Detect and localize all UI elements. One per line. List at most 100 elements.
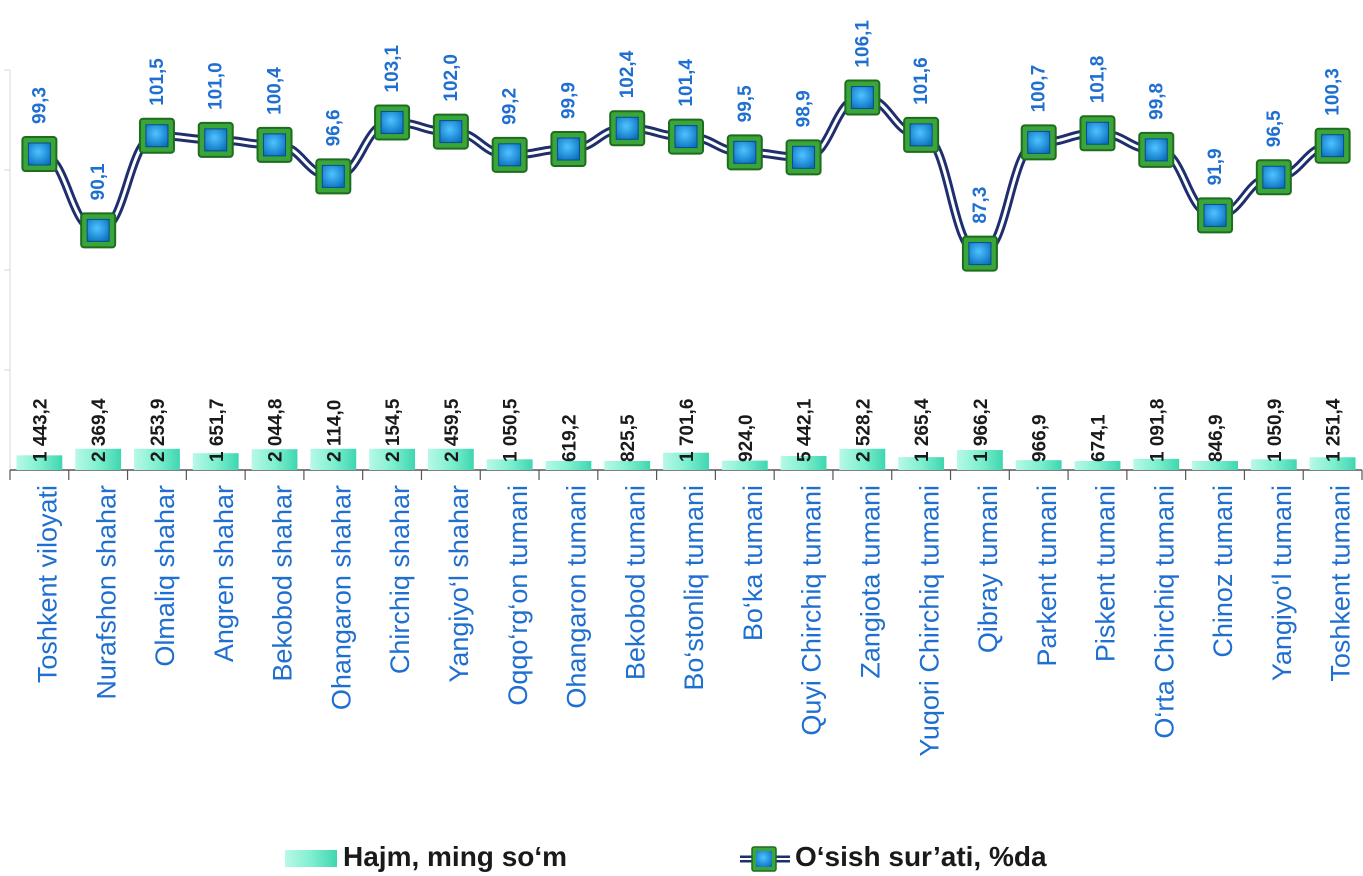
growth-value-label: 98,9 (794, 90, 815, 127)
growth-marker (1262, 165, 1286, 189)
category-label: Yuqori Chirchiq tumani (914, 485, 944, 757)
growth-marker (850, 86, 874, 110)
bar (75, 448, 122, 470)
growth-value-label: 100,3 (1323, 68, 1344, 116)
growth-value-label: 101,4 (676, 59, 697, 107)
bar (898, 457, 945, 470)
category-label: Piskent tumani (1091, 485, 1121, 662)
bar (721, 460, 768, 470)
growth-marker (498, 143, 522, 167)
bar (1133, 458, 1180, 470)
category-label: Bekobod tumani (620, 485, 650, 680)
bar (839, 448, 886, 470)
growth-marker (674, 125, 698, 149)
category-label: Qibray tumani (973, 485, 1003, 653)
line-layer (21, 79, 1351, 272)
bar-value-label: 674,1 (1088, 414, 1109, 462)
bar-value-label: 619,2 (559, 414, 580, 462)
bar (16, 455, 63, 470)
growth-value-label: 99,2 (500, 88, 521, 125)
bar (1074, 461, 1121, 470)
bar (956, 450, 1003, 470)
labels-layer: 1 443,2 2 369,4 2 253,9 1 651,7 2 044,8 2 114… (29, 20, 1355, 757)
growth-marker (380, 110, 404, 134)
growth-marker (1321, 134, 1345, 158)
legend: Hajm, ming so‘m O‘sish sur’ati, %da (285, 841, 1047, 872)
bar-value-label: 2 114,0 (324, 400, 345, 462)
growth-value-label: 103,1 (382, 44, 403, 92)
growth-value-label: 99,8 (1146, 83, 1167, 120)
legend-bar-swatch (285, 850, 337, 867)
bars-layer (16, 448, 1356, 470)
growth-marker (1027, 130, 1051, 154)
bar-value-label: 1 091,8 (1147, 399, 1168, 462)
growth-value-label: 96,6 (323, 109, 344, 146)
growth-line-inner (37, 96, 1335, 256)
bar-value-label: 846,9 (1206, 414, 1227, 462)
bar (486, 459, 533, 470)
growth-marker (909, 123, 933, 147)
growth-marker (733, 140, 757, 164)
category-label: Yangiyo‘l shahar (444, 485, 474, 683)
legend-line-label: O‘sish sur’ati, %da (795, 841, 1047, 872)
bar-value-label: 2 528,2 (853, 399, 874, 462)
bar-value-label: 2 044,8 (266, 399, 287, 462)
legend-bar-label: Hajm, ming so‘m (343, 841, 567, 872)
bar-value-label: 1 966,2 (971, 399, 992, 462)
growth-marker (439, 120, 463, 144)
growth-value-label: 102,0 (441, 54, 462, 102)
bar-value-label: 1 651,7 (207, 399, 228, 462)
growth-value-label: 99,5 (735, 85, 756, 122)
growth-marker (792, 145, 816, 169)
bar-value-label: 2 253,9 (148, 399, 169, 462)
growth-marker (615, 116, 639, 140)
growth-marker (556, 137, 580, 161)
category-label: Quyi Chirchiq tumani (797, 485, 827, 736)
bar (251, 449, 298, 470)
bar-value-label: 1 050,9 (1265, 399, 1286, 462)
bar-value-label: 825,5 (618, 414, 639, 462)
growth-marker (1203, 203, 1227, 227)
category-label: Bekobod shahar (268, 485, 298, 682)
growth-value-label: 96,5 (1264, 110, 1285, 147)
bar (1192, 461, 1238, 470)
category-label: Chirchiq shahar (385, 485, 415, 674)
growth-marker (263, 133, 287, 157)
bar (604, 461, 651, 470)
category-label: Yangiyo‘l tumani (1267, 485, 1297, 681)
category-label: Nurafshon shahar (91, 485, 121, 700)
growth-value-label: 99,9 (558, 82, 579, 119)
bar (1309, 457, 1356, 470)
growth-marker (204, 128, 228, 152)
category-label: Bo‘ka tumani (738, 485, 768, 641)
bar-value-label: 924,0 (736, 414, 757, 462)
growth-value-label: 91,9 (1205, 148, 1226, 185)
category-label: Ohangaron tumani (562, 485, 592, 709)
growth-marker (1085, 121, 1109, 145)
bar-value-label: 2 154,5 (383, 398, 404, 462)
bar (427, 448, 474, 470)
growth-marker (321, 164, 345, 188)
growth-value-label: 99,3 (29, 87, 50, 124)
category-label: O‘rta Chirchiq tumani (1149, 485, 1179, 739)
category-label: Ohangaron shahar (326, 485, 356, 710)
category-label: Olmaliq shahar (150, 485, 180, 667)
category-label: Toshkent viloyati (33, 485, 63, 683)
bar-value-label: 1 050,5 (501, 398, 522, 462)
growth-value-label: 101,6 (911, 57, 932, 105)
growth-value-label: 90,1 (88, 163, 109, 200)
bar-value-label: 966,9 (1030, 414, 1051, 462)
growth-value-label: 106,1 (852, 20, 873, 68)
category-label: Toshkent tumani (1326, 485, 1356, 682)
category-label: Zangiota tumani (855, 485, 885, 679)
bar-value-label: 1 443,2 (30, 399, 51, 462)
bar (134, 448, 180, 470)
category-label: Chinoz tumani (1208, 485, 1238, 658)
bar (780, 456, 827, 470)
growth-marker (27, 142, 51, 166)
growth-value-label: 100,4 (265, 67, 286, 115)
bar (1015, 460, 1062, 470)
category-label: Parkent tumani (1032, 485, 1062, 667)
growth-value-label: 87,3 (970, 187, 991, 224)
